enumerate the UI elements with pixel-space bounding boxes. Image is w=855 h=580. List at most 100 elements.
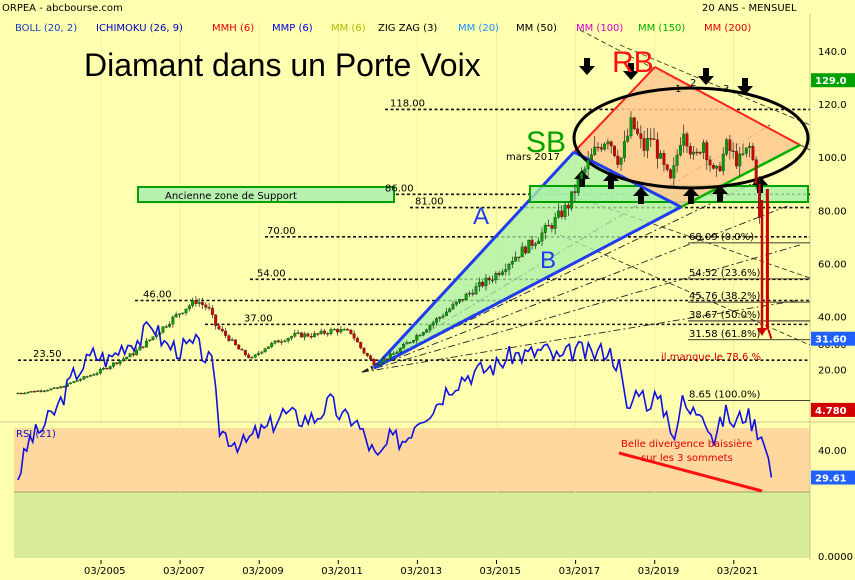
candle-body — [497, 273, 501, 275]
rsi-tag — [811, 470, 855, 485]
candle-body — [395, 352, 399, 354]
b-label: B — [540, 247, 556, 274]
candle-body — [112, 362, 115, 367]
candle-body — [514, 256, 518, 262]
candle-body — [148, 339, 152, 342]
candle-body — [82, 376, 86, 380]
candle-body — [461, 299, 465, 301]
candle-body — [606, 141, 610, 145]
indicator-label: ICHIMOKU (26, 9) — [96, 23, 183, 34]
candle-body — [728, 139, 732, 151]
candle-body — [613, 145, 616, 157]
candle-body — [121, 358, 125, 361]
arrow-up — [603, 172, 619, 189]
x-tick-label: 03/2009 — [242, 566, 284, 577]
candle-body — [316, 333, 320, 335]
candle-body — [458, 299, 462, 303]
candle-body — [685, 133, 689, 147]
candle-body — [570, 191, 574, 209]
candle-body — [16, 392, 20, 395]
candle-body — [471, 292, 475, 295]
candle-body — [702, 142, 705, 153]
candle-body — [164, 326, 168, 328]
candle-body — [46, 389, 50, 392]
candle-body — [369, 355, 373, 360]
candle-body — [69, 382, 73, 384]
candle-body — [576, 178, 580, 193]
megaphone-fill — [373, 152, 681, 369]
candle-body — [145, 340, 148, 348]
old-support-zone — [137, 186, 395, 203]
diamond-edge — [573, 66, 656, 153]
arrow-up — [633, 187, 649, 204]
candle-body — [309, 336, 313, 338]
candle-body — [19, 392, 23, 395]
candle-body — [339, 329, 343, 333]
divergence-line — [618, 451, 763, 493]
candle-body — [711, 165, 715, 169]
candle-body — [336, 329, 340, 333]
candle-body — [210, 307, 214, 315]
candle-body — [306, 333, 310, 337]
candle-body — [283, 340, 287, 343]
candle-body — [131, 353, 135, 356]
candle-body — [36, 390, 40, 392]
candle-body — [435, 318, 438, 323]
candle-body — [342, 329, 346, 331]
sb-label: SB — [526, 126, 566, 159]
candle-body — [352, 333, 356, 339]
arrow-up — [683, 187, 699, 204]
fibonacci-label: 31.58 (61.8%) — [689, 329, 760, 340]
candle-body — [398, 348, 402, 353]
candle-body — [751, 145, 755, 160]
rsi-line — [17, 320, 773, 481]
candle-body — [128, 353, 132, 358]
candle-body — [273, 340, 277, 344]
candle-body — [405, 342, 409, 345]
candle-body — [118, 360, 122, 364]
candle-body — [286, 338, 290, 342]
candle-wick — [767, 329, 773, 340]
candle-body — [477, 281, 481, 287]
price-tag-label: 31.60 — [815, 335, 847, 346]
candle-body — [573, 191, 577, 193]
candle-body — [243, 350, 247, 356]
candle-body — [191, 300, 195, 306]
candle-body — [151, 336, 155, 340]
y-tick-label: 140.0 — [818, 47, 847, 58]
indicator-label: MM (100) — [576, 23, 623, 34]
candle-body — [510, 261, 514, 265]
candle-body — [616, 155, 620, 165]
fibonacci-label: 45.76 (38.2%) — [689, 291, 760, 302]
arrow-down — [579, 58, 595, 75]
candle-body — [102, 368, 106, 370]
candle-body — [296, 332, 300, 334]
arrow-down — [623, 63, 639, 80]
candle-body — [89, 375, 92, 377]
candle-body — [224, 330, 228, 336]
candle-body — [593, 146, 597, 155]
indicator-label: MMP (6) — [272, 23, 313, 34]
candle-body — [125, 356, 129, 359]
candle-body — [237, 344, 241, 350]
y-tick-label: 60.00 — [818, 259, 847, 270]
price-tag-label: 4.780 — [815, 406, 847, 417]
candle-body — [201, 302, 204, 305]
candle-body — [504, 269, 508, 272]
candle-body — [326, 333, 330, 335]
candle-body — [669, 169, 672, 179]
price-tag-label: 129.0 — [815, 76, 847, 87]
candle-body — [39, 390, 43, 392]
divergence-label: Belle divergence baissière sur les 3 somm… — [621, 438, 752, 464]
candle-body — [645, 138, 649, 151]
chart-title: Diamant dans un Porte Voix — [84, 47, 481, 83]
candle-body — [441, 315, 445, 318]
candle-body — [741, 153, 745, 155]
diamond-edge — [654, 66, 801, 146]
candle-body — [299, 332, 303, 338]
candle-body — [609, 141, 613, 147]
candle-body — [135, 349, 139, 356]
candle-body — [372, 359, 376, 366]
candle-body — [721, 153, 725, 172]
